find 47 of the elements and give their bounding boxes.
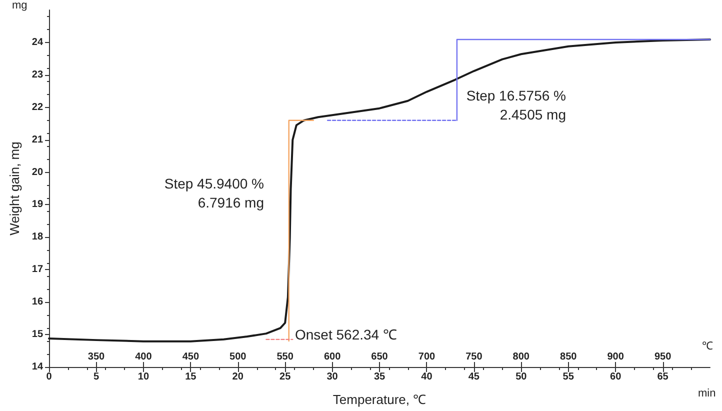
annotation: Step 45.9400 % 6.7916 mg bbox=[164, 176, 264, 210]
x-tick-label: 25 bbox=[280, 372, 292, 382]
x-tick-label: 15 bbox=[185, 372, 197, 382]
x2-tick-label: 650 bbox=[371, 352, 388, 362]
x-tick-label: 10 bbox=[138, 372, 150, 382]
line-series bbox=[48, 38, 711, 342]
y-tick-label: 14 bbox=[32, 362, 44, 372]
y-tick-label: 18 bbox=[32, 232, 44, 243]
x-tick-label: 0 bbox=[46, 372, 52, 382]
x2-tick-label: 600 bbox=[324, 352, 342, 362]
x2-tick-label: 900 bbox=[607, 352, 624, 362]
x2-tick-label: 500 bbox=[230, 352, 247, 362]
y-tick-label: 20 bbox=[32, 166, 44, 178]
annotation: Step 16.5756 % 2.4505 mg bbox=[466, 88, 566, 122]
x2-tick-label: 450 bbox=[182, 352, 200, 362]
x2-tick-label: 950 bbox=[654, 352, 672, 362]
x-tick-label: 65 bbox=[657, 372, 669, 382]
x2-tick-label: 850 bbox=[560, 352, 578, 362]
y-tick-label: 19 bbox=[32, 199, 44, 210]
x-tick-label: 45 bbox=[468, 372, 480, 382]
x2-tick-label: 400 bbox=[135, 352, 152, 362]
y-tick-label: 24 bbox=[32, 36, 44, 48]
x2-tick-label: 750 bbox=[466, 352, 483, 362]
y-tick-label: 16 bbox=[32, 296, 44, 308]
x-tick-label: 50 bbox=[516, 372, 528, 382]
x-tick-label: 5 bbox=[93, 372, 100, 382]
x2-tick-label: 700 bbox=[418, 352, 436, 362]
y-tick-label: 23 bbox=[32, 69, 44, 80]
x-tick-label: 20 bbox=[232, 372, 244, 382]
annotation: Onset 562.34 ℃ bbox=[295, 326, 397, 342]
y-tick-label: 17 bbox=[32, 264, 44, 276]
x-tick-label: 60 bbox=[610, 372, 622, 382]
x-tick-label: 55 bbox=[562, 372, 574, 382]
y-tick-label: 15 bbox=[32, 329, 44, 340]
text: min bbox=[698, 388, 716, 400]
x-tick-label: 30 bbox=[326, 372, 338, 382]
x2-tick-label: 350 bbox=[88, 352, 106, 362]
text: mg bbox=[12, 0, 28, 12]
annotation: ℃ bbox=[702, 340, 713, 352]
x-axis-title: Temperature, ℃ bbox=[332, 392, 426, 407]
y-tick-label: 22 bbox=[32, 102, 44, 113]
y-axis-title: Weight gain, mg bbox=[7, 142, 22, 236]
x-tick-label: 40 bbox=[421, 372, 433, 382]
x2-tick-label: 550 bbox=[276, 352, 294, 362]
y-tick-label: 21 bbox=[32, 134, 44, 146]
x2-tick-label: 800 bbox=[512, 352, 530, 362]
x-tick-label: 35 bbox=[374, 372, 386, 382]
